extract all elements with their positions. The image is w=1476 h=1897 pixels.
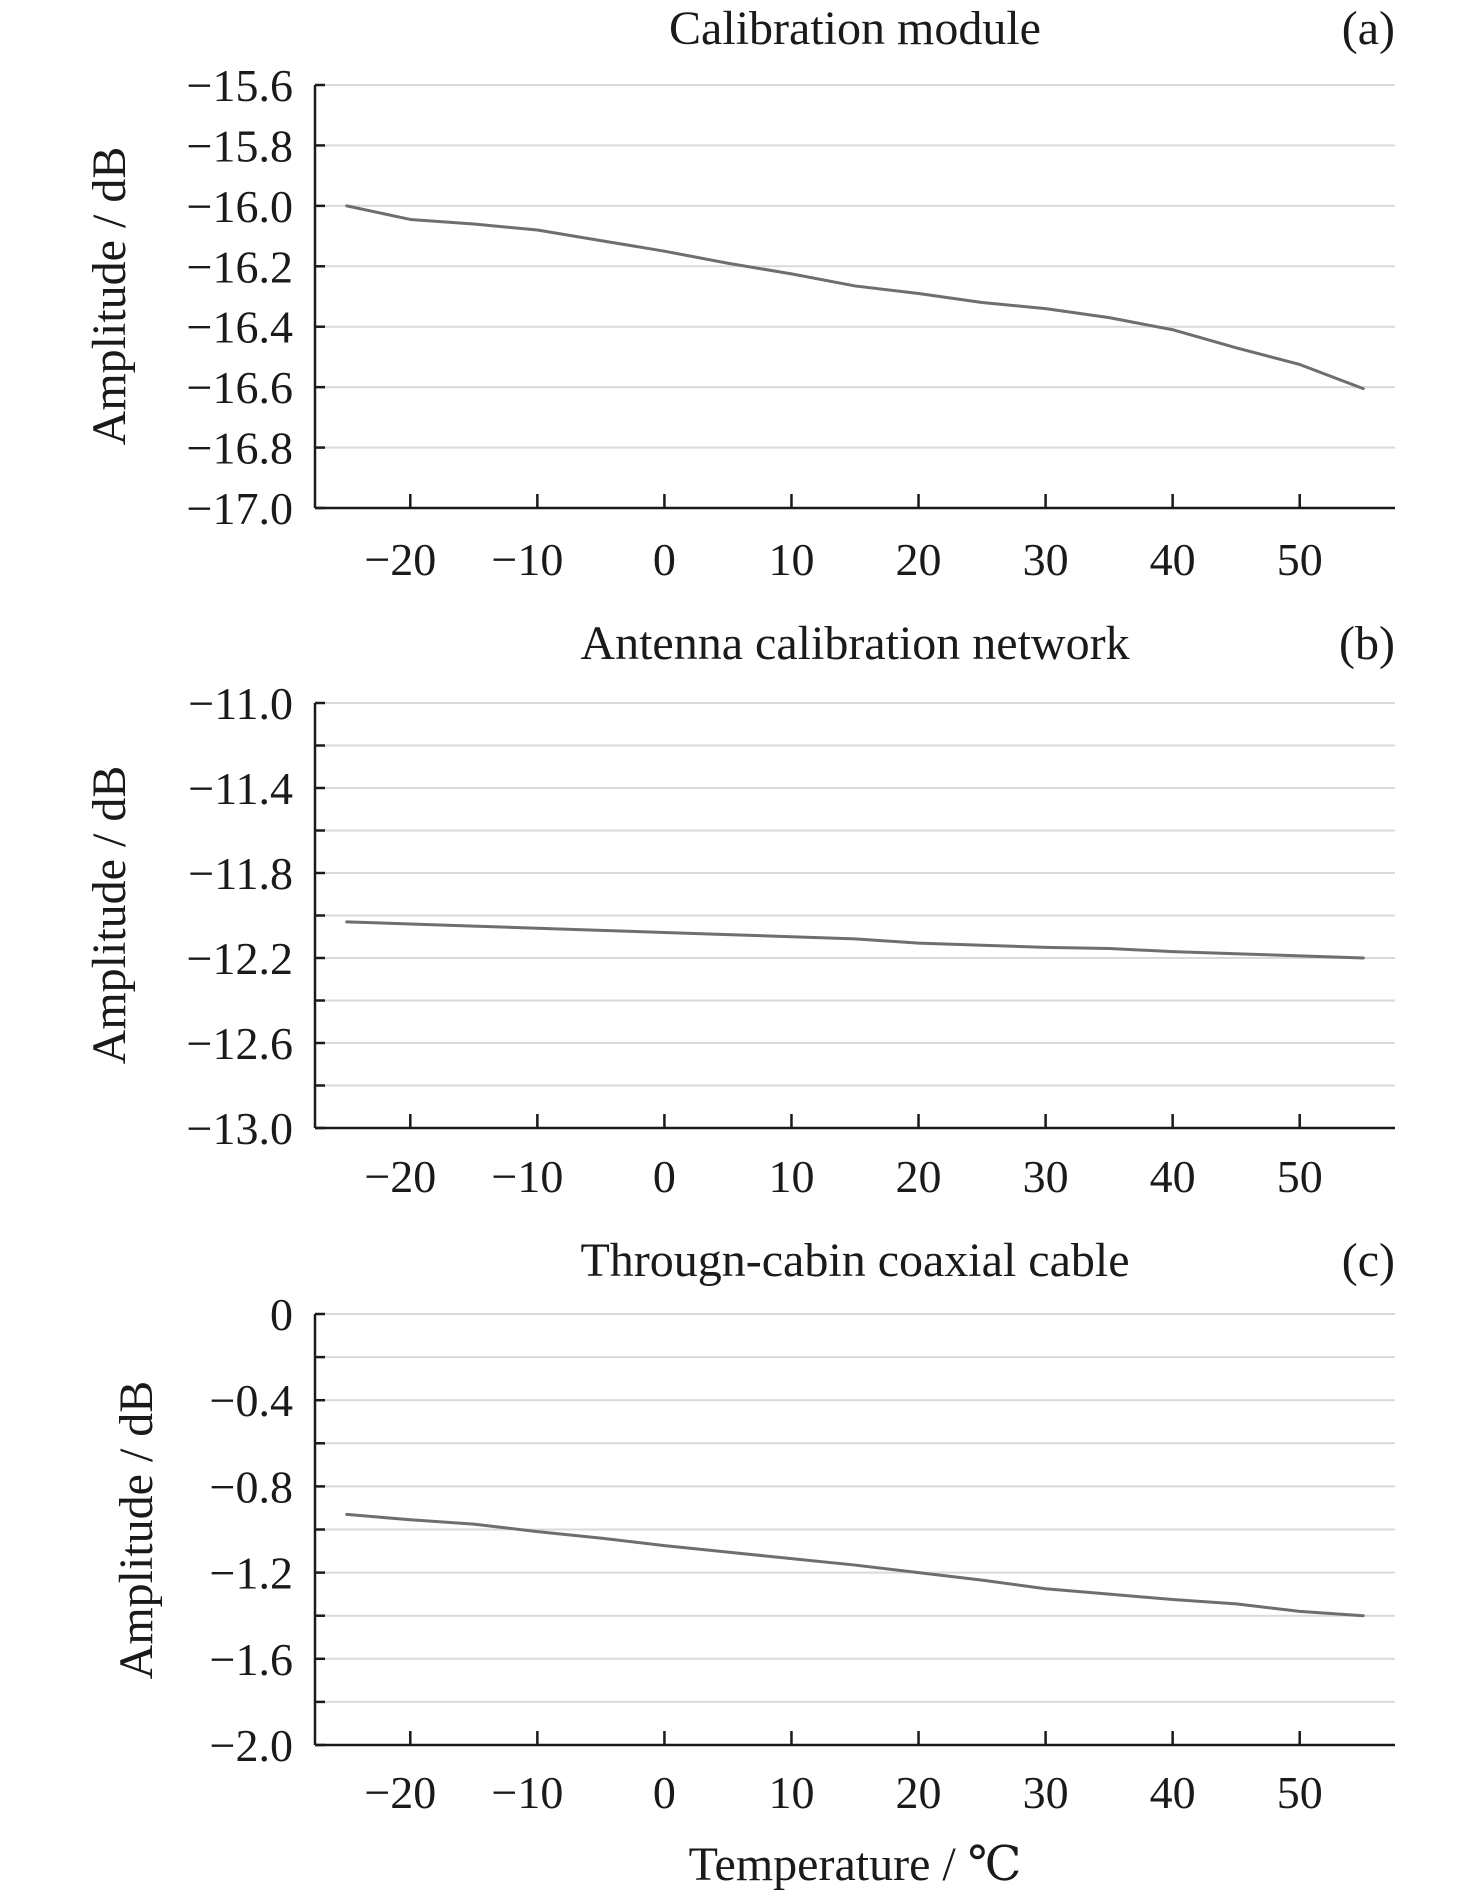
x-tick-label: −20 [364, 1767, 436, 1818]
panel-title: Calibration module [669, 2, 1041, 55]
panel-label: (a) [1342, 2, 1395, 55]
panel-title: Througn-cabin coaxial cable [580, 1234, 1129, 1287]
x-tick-label: −10 [491, 1767, 563, 1818]
y-tick-label: −13.0 [187, 1103, 293, 1154]
panel-a: −15.6 −15.8 −16.0 −16.2 −16.4 −16.6 −16.8 −17.0… [83, 2, 1395, 585]
y-tick-label: −0.8 [210, 1461, 293, 1512]
y-tick-label: −1.6 [210, 1634, 293, 1685]
series-line [345, 204, 1365, 391]
x-axis-label: Temperature / ℃ [689, 1838, 1022, 1891]
x-tick-label: 30 [1023, 534, 1069, 585]
panel-label: (b) [1339, 617, 1395, 670]
y-tick-label: −15.8 [187, 120, 293, 171]
x-tick-label: 0 [653, 1151, 676, 1202]
y-tick-label: −16.6 [187, 362, 293, 413]
y-tick-label: −16.2 [187, 241, 293, 292]
y-axis-label: Amplitude / dB [110, 1381, 163, 1680]
x-tick-label: 50 [1277, 534, 1323, 585]
y-tick-label: −11.4 [188, 763, 293, 814]
x-tick-label: 10 [768, 1767, 814, 1818]
series-line [345, 920, 1365, 960]
x-tick-label: 20 [896, 1151, 942, 1202]
y-axis-label: Amplitude / dB [83, 766, 136, 1065]
panel-label: (c) [1342, 1234, 1395, 1287]
y-tick-label: −16.0 [187, 181, 293, 232]
x-tick-label: 20 [896, 1767, 942, 1818]
y-tick-label: −15.6 [187, 60, 293, 111]
x-tick-label: 40 [1150, 534, 1196, 585]
x-tick-label: −20 [364, 534, 436, 585]
y-tick-label: −11.0 [188, 678, 293, 729]
y-tick-label: −17.0 [187, 483, 293, 534]
y-tick-label: −12.2 [187, 933, 293, 984]
x-tick-label: 0 [653, 534, 676, 585]
x-tick-label: 10 [768, 1151, 814, 1202]
x-tick-label: 40 [1150, 1151, 1196, 1202]
x-tick-label: 10 [768, 534, 814, 585]
panel-b: −11.0 −11.4 −11.8 −12.2 −12.6 −13.0 −20 −10 0 10 2… [83, 617, 1395, 1202]
y-tick-label: −16.4 [187, 302, 293, 353]
y-tick-label: −11.8 [188, 848, 293, 899]
x-tick-label: 50 [1277, 1767, 1323, 1818]
series-line [345, 1512, 1365, 1618]
y-tick-label: −1.2 [210, 1548, 293, 1599]
panel-c: 0 −0.4 −0.8 −1.2 −1.6 −2.0 −20 −10 0 10 20 30 40 50 Th… [110, 1234, 1395, 1891]
x-tick-label: 30 [1023, 1151, 1069, 1202]
y-tick-label: −0.4 [210, 1375, 293, 1426]
y-tick-label: −12.6 [187, 1018, 293, 1069]
x-tick-label: 30 [1023, 1767, 1069, 1818]
y-axis-label: Amplitude / dB [83, 147, 136, 446]
x-tick-label: −20 [364, 1151, 436, 1202]
x-tick-label: 50 [1277, 1151, 1323, 1202]
x-tick-label: 40 [1150, 1767, 1196, 1818]
x-tick-label: 20 [896, 534, 942, 585]
x-tick-label: 0 [653, 1767, 676, 1818]
x-tick-label: −10 [491, 534, 563, 585]
y-tick-label: −16.8 [187, 423, 293, 474]
y-tick-label: −2.0 [210, 1720, 293, 1771]
x-tick-label: −10 [491, 1151, 563, 1202]
panel-title: Antenna calibration network [580, 617, 1129, 670]
y-tick-label: 0 [270, 1289, 293, 1340]
